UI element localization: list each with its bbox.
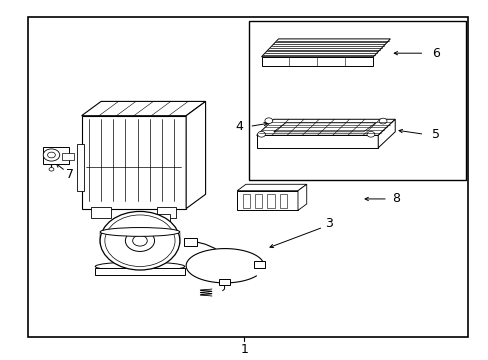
Bar <box>267 194 274 207</box>
Bar <box>237 191 297 210</box>
Circle shape <box>257 131 265 137</box>
Polygon shape <box>261 39 389 57</box>
Circle shape <box>104 215 175 266</box>
Polygon shape <box>186 102 205 208</box>
Bar <box>183 238 197 246</box>
Text: 8: 8 <box>391 193 399 206</box>
Bar <box>249 21 465 180</box>
Polygon shape <box>77 144 84 191</box>
Text: 5: 5 <box>431 128 439 141</box>
Bar <box>279 194 286 207</box>
Polygon shape <box>261 57 372 66</box>
Polygon shape <box>256 135 377 148</box>
Text: 2: 2 <box>114 234 122 247</box>
Circle shape <box>43 149 60 161</box>
Polygon shape <box>273 123 375 132</box>
Polygon shape <box>297 184 306 210</box>
Bar <box>134 214 170 225</box>
Ellipse shape <box>100 228 180 236</box>
Circle shape <box>49 167 54 171</box>
Circle shape <box>100 211 180 270</box>
Text: 3: 3 <box>324 217 332 230</box>
Bar <box>255 194 262 207</box>
Bar <box>95 268 184 275</box>
Bar <box>81 116 186 208</box>
Bar <box>157 207 176 217</box>
Text: 6: 6 <box>431 47 439 60</box>
Bar <box>28 18 467 337</box>
Text: 4: 4 <box>235 120 243 133</box>
Text: 7: 7 <box>66 168 74 181</box>
Bar <box>42 147 69 164</box>
Bar <box>91 207 111 217</box>
Circle shape <box>378 118 386 124</box>
Circle shape <box>125 230 154 251</box>
Bar <box>243 194 250 207</box>
Circle shape <box>132 235 147 246</box>
Polygon shape <box>377 119 394 148</box>
Polygon shape <box>81 102 205 116</box>
Bar <box>254 261 264 267</box>
Polygon shape <box>256 119 394 135</box>
Circle shape <box>264 118 272 123</box>
Ellipse shape <box>95 262 184 271</box>
Polygon shape <box>237 184 306 191</box>
Bar <box>62 153 74 160</box>
Circle shape <box>366 131 374 137</box>
Bar <box>219 279 229 285</box>
Circle shape <box>47 152 55 158</box>
Text: 1: 1 <box>240 343 248 356</box>
